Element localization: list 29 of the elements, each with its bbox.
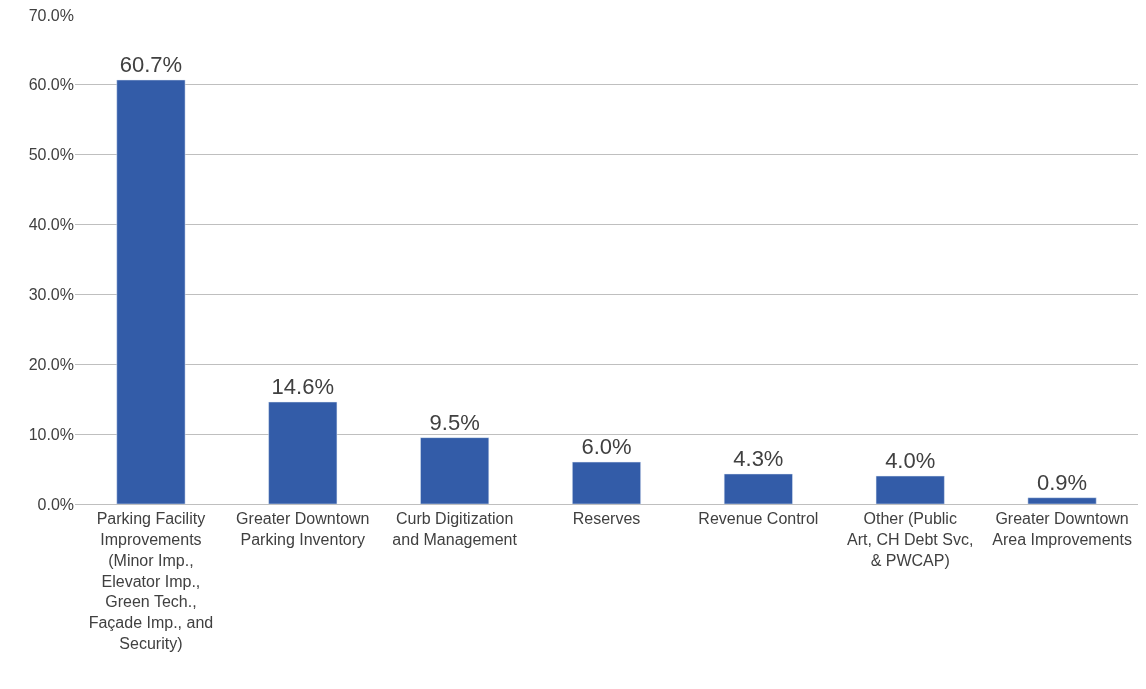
- data-label: 4.3%: [733, 445, 784, 471]
- y-tick-label: 70.0%: [28, 6, 74, 24]
- x-tick-label: Greater Downtown Parking Inventory: [236, 510, 370, 548]
- data-label: 60.7%: [119, 51, 183, 77]
- data-label: 14.6%: [271, 374, 334, 400]
- bar: [116, 79, 186, 504]
- bar: [723, 473, 793, 504]
- x-tick-label: Other (Public Art, CH Debt Svc, & PWCAP): [847, 510, 974, 569]
- y-tick-label: 60.0%: [28, 76, 74, 94]
- x-tick-label: Curb Digitization and Management: [392, 510, 518, 548]
- x-tick-label: Reserves: [572, 510, 641, 528]
- x-tick-label: Revenue Control: [698, 510, 819, 528]
- y-tick-label: 50.0%: [28, 146, 74, 164]
- y-tick-label: 10.0%: [28, 425, 74, 443]
- data-label: 4.0%: [885, 448, 936, 474]
- y-tick-label: 30.0%: [28, 286, 74, 304]
- bar: [1027, 497, 1097, 504]
- x-tick-label: Parking Facility Improvements (Minor Imp., Elevator Imp., Green Tech., Façade Imp., and Security): [88, 510, 214, 652]
- x-tick-label: Greater Downtown Area Improvements: [992, 510, 1132, 548]
- data-label: 6.0%: [581, 434, 632, 460]
- data-label: 0.9%: [1036, 469, 1088, 495]
- bar: [268, 401, 338, 504]
- y-tick-label: 40.0%: [28, 216, 74, 234]
- bar: [572, 461, 641, 504]
- bar: [420, 437, 490, 504]
- bar: [875, 475, 945, 504]
- y-tick-label: 20.0%: [28, 355, 74, 373]
- data-label: 9.5%: [429, 409, 480, 435]
- y-tick-label: 0.0%: [37, 495, 74, 513]
